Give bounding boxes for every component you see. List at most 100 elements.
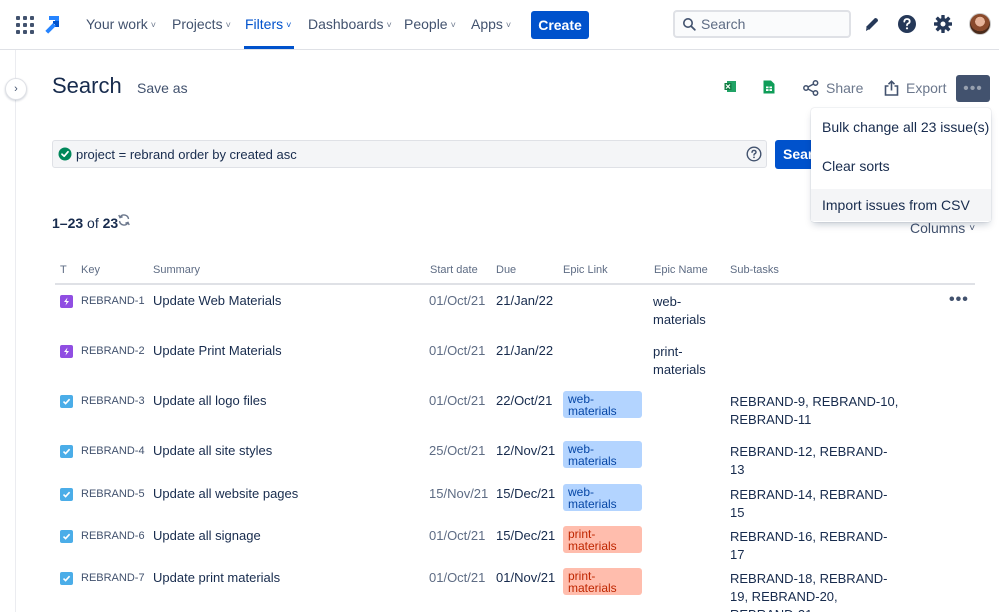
more-actions-menu: Bulk change all 23 issue(s) Clear sorts … (811, 108, 991, 222)
search-input[interactable] (701, 14, 841, 34)
issue-key[interactable]: REBRAND-3 (81, 395, 145, 407)
more-actions-button[interactable]: ••• (956, 75, 990, 102)
issue-due-date: 21/Jan/22 (496, 343, 554, 358)
settings-button[interactable] (932, 13, 954, 35)
epic-type-icon (60, 295, 73, 308)
results-count: 1–23 of 23 (52, 215, 118, 231)
user-avatar[interactable] (969, 13, 991, 35)
issue-due-date: 22/Oct/21 (496, 393, 553, 408)
epic-link-lozenge[interactable]: web- materials (563, 441, 642, 468)
nav-dashboards[interactable]: Dashboards ˅ (308, 16, 392, 32)
create-button[interactable]: Create (531, 11, 589, 39)
sub-tasks-list[interactable]: REBRAND-12, REBRAND-13 (730, 444, 888, 477)
column-header-due[interactable]: Due (496, 264, 517, 276)
export-sheets-button[interactable] (763, 80, 775, 94)
column-header-start-date[interactable]: Start date (430, 264, 478, 276)
issue-start-date: 15/Nov/21 (429, 486, 489, 501)
issue-summary[interactable]: Update all logo files (153, 393, 267, 408)
menu-item-clear-sorts[interactable]: Clear sorts (822, 158, 890, 174)
chevron-down-icon: ˅ (505, 19, 512, 30)
menu-item-bulk-change[interactable]: Bulk change all 23 issue(s) (822, 119, 990, 135)
share-button[interactable]: Share (803, 80, 863, 96)
issue-summary[interactable]: Update print materials (153, 570, 281, 585)
issue-due-date: 15/Dec/21 (496, 528, 556, 543)
column-header-type[interactable]: T (60, 264, 67, 276)
row-actions-button[interactable]: ••• (949, 291, 969, 308)
nav-filters-label: Filters (245, 16, 284, 32)
issue-summary[interactable]: Update all site styles (153, 443, 273, 458)
jql-query-field[interactable]: project = rebrand order by created asc (52, 140, 767, 168)
column-header-key[interactable]: Key (81, 264, 100, 276)
columns-button[interactable]: Columns ˅ (910, 220, 975, 236)
jql-query-text[interactable]: project = rebrand order by created asc (76, 147, 297, 162)
issue-summary[interactable]: Update Web Materials (153, 293, 282, 308)
epic-type-icon (60, 345, 73, 358)
nav-people-label: People (404, 16, 448, 32)
export-button[interactable]: Export (884, 80, 946, 96)
sub-tasks-list[interactable]: REBRAND-9, REBRAND-10, REBRAND-11 (730, 394, 899, 427)
export-icon (884, 80, 899, 96)
chevron-down-icon: ˅ (225, 19, 231, 30)
issue-due-date: 15/Dec/21 (496, 486, 556, 501)
issue-key[interactable]: REBRAND-7 (81, 572, 145, 584)
search-button[interactable]: Search (775, 140, 815, 169)
global-search[interactable] (673, 10, 851, 38)
results-total: 23 (102, 215, 119, 231)
issue-due-date: 12/Nov/21 (496, 443, 556, 458)
nav-projects[interactable]: Projects ˅ (172, 16, 231, 32)
menu-item-import-csv[interactable]: Import issues from CSV (811, 189, 991, 221)
jira-logo-icon[interactable] (44, 13, 68, 37)
notifications-button[interactable] (861, 13, 883, 35)
epic-link-lozenge[interactable]: print- materials (563, 568, 642, 595)
nav-filters[interactable]: Filters ˅ (245, 16, 291, 32)
issue-start-date: 25/Oct/21 (429, 443, 486, 458)
chevron-down-icon: ˅ (969, 222, 976, 234)
results-of: of (87, 215, 99, 231)
issue-key[interactable]: REBRAND-5 (81, 488, 145, 500)
task-type-icon (60, 572, 73, 585)
task-type-icon (60, 445, 73, 458)
issue-key[interactable]: REBRAND-6 (81, 530, 145, 542)
help-button[interactable] (896, 13, 918, 35)
app-switcher-icon[interactable] (16, 16, 34, 34)
help-icon[interactable] (746, 146, 762, 162)
nav-people[interactable]: People ˅ (404, 16, 456, 32)
issue-key[interactable]: REBRAND-1 (81, 295, 145, 307)
google-sheets-icon (763, 80, 775, 94)
column-header-epic-name[interactable]: Epic Name (654, 264, 708, 276)
epic-link-lozenge[interactable]: web- materials (563, 391, 642, 418)
nav-apps[interactable]: Apps ˅ (471, 16, 511, 32)
issue-start-date: 01/Oct/21 (429, 293, 486, 308)
issue-summary[interactable]: Update all website pages (153, 486, 299, 501)
chevron-down-icon: ˅ (286, 19, 292, 30)
epic-link-lozenge[interactable]: print- materials (563, 526, 642, 553)
expand-sidebar-button[interactable]: › (5, 78, 27, 100)
excel-icon (724, 81, 736, 92)
epic-link-lozenge[interactable]: web- materials (563, 484, 642, 511)
chevron-down-icon: ˅ (450, 19, 456, 30)
nav-dashboards-label: Dashboards (308, 16, 384, 32)
nav-your-work[interactable]: Your work ˅ (86, 16, 156, 32)
issue-summary[interactable]: Update Print Materials (153, 343, 282, 358)
page-title: Search (52, 73, 122, 98)
issue-summary[interactable]: Update all signage (153, 528, 261, 543)
notification-bell-icon (866, 18, 878, 31)
column-header-epic-link[interactable]: Epic Link (563, 264, 608, 276)
sub-tasks-list[interactable]: REBRAND-14, REBRAND-15 (730, 487, 888, 520)
share-icon (803, 80, 819, 96)
sub-tasks-list[interactable]: REBRAND-18, REBRAND-19, REBRAND-20, REBR… (730, 571, 888, 612)
table-header-divider (55, 283, 975, 285)
issue-due-date: 01/Nov/21 (496, 570, 556, 585)
column-header-sub-tasks[interactable]: Sub-tasks (730, 264, 779, 276)
issue-key[interactable]: REBRAND-4 (81, 445, 145, 457)
issue-key[interactable]: REBRAND-2 (81, 345, 145, 357)
column-header-summary[interactable]: Summary (153, 264, 201, 276)
task-type-icon (60, 395, 73, 408)
active-nav-indicator (244, 46, 294, 49)
refresh-icon[interactable] (117, 213, 131, 227)
sub-tasks-list[interactable]: REBRAND-16, REBRAND-17 (730, 529, 888, 562)
export-excel-button[interactable] (724, 80, 737, 93)
top-navigation: Your work ˅ Projects ˅ Filters ˅ Dashboa… (0, 0, 999, 50)
nav-your-work-label: Your work (86, 16, 148, 32)
save-as-button[interactable]: Save as (137, 80, 188, 96)
